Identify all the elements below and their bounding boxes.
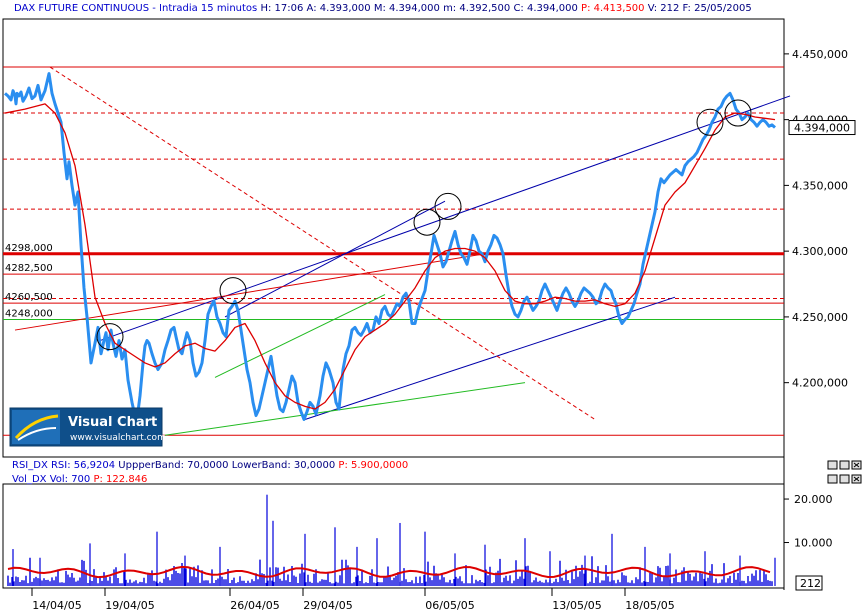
vol-field-0: Vol_DX Vol: 700	[12, 474, 90, 485]
maximize-icon[interactable]	[839, 474, 850, 484]
price-tick-label: 4.300,000	[792, 245, 848, 258]
visualchart-logo: Visual Chart www.visualchart.com	[9, 407, 166, 447]
price-line	[4, 72, 776, 421]
rsi-field-2: LowerBand: 30,0000	[229, 460, 336, 471]
logo-url: www.visualchart.com	[70, 433, 166, 443]
header-field-8: F: 25/05/2005	[679, 3, 751, 14]
date-tick-label: 19/04/05	[105, 599, 154, 611]
restore-icon[interactable]	[827, 460, 838, 470]
logo-title: Visual Chart	[68, 415, 157, 430]
inner-channel-line	[224, 200, 446, 318]
pattern-circles	[96, 99, 752, 351]
pattern-circle-1	[219, 277, 247, 305]
last-price-value: 4.394,000	[794, 122, 850, 135]
price-tick-label: 4.350,000	[792, 179, 848, 192]
header-field-7: V: 212	[645, 3, 680, 14]
green-support-line	[164, 382, 526, 436]
trendlines	[14, 66, 791, 436]
maximize-icon[interactable]	[839, 460, 850, 470]
price-axis: 4.200,0004.250,0004.300,0004.350,0004.40…	[784, 48, 848, 390]
rsi-field-1: UppperBand: 70,0000	[115, 460, 228, 471]
header-field-0: DAX FUTURE CONTINUOUS - Intradia 15 minu…	[14, 3, 257, 14]
last-volume-value: 212	[800, 577, 821, 590]
logo-swoosh-icon	[14, 414, 59, 440]
pattern-circle-5	[724, 99, 752, 127]
last-volume-tag: 212	[795, 575, 823, 591]
date-tick-label: 26/04/05	[230, 599, 279, 611]
price-tick-label: 4.250,000	[792, 311, 848, 324]
header-field-3: M: 4.394,000	[371, 3, 440, 14]
rsi-field-3: P: 5.900,0000	[335, 460, 408, 471]
volume-bars	[7, 556, 773, 586]
volume-series: 10.000 20.000	[7, 493, 833, 586]
level-label-2: 4260,500	[5, 292, 53, 303]
header-field-1: H: 17:06	[257, 3, 303, 14]
date-tick-label: 13/05/05	[552, 599, 601, 611]
price-pane	[2, 18, 785, 458]
price-tick-label: 4.450,000	[792, 48, 848, 61]
vol-field-1: P: 122.846	[90, 474, 147, 485]
level-label-3: 4248,000	[5, 309, 53, 320]
volume-tick-label: 20.000	[794, 493, 833, 506]
price-series	[4, 72, 776, 421]
level-labels: 4298,000 4282,500 4260,500 4248,000	[5, 243, 53, 320]
header-field-2: A: 4.393,000	[303, 3, 370, 14]
date-axis: 14/04/05 19/04/05 26/04/05 29/04/05 06/05/05…	[31, 588, 675, 611]
level-label-1: 4282,500	[5, 263, 53, 274]
level-label-0: 4298,000	[5, 243, 53, 254]
pattern-circle-0	[96, 323, 124, 351]
pattern-circle-3	[434, 192, 462, 220]
volume-tick-label: 10.000	[794, 537, 833, 550]
header-field-6: P: 4.413,500	[578, 3, 645, 14]
upper-channel-line	[99, 95, 791, 342]
pattern-circle-4	[696, 108, 724, 136]
horizontal-levels	[3, 66, 784, 436]
red-resistance-line	[14, 253, 486, 331]
header-field-4: m: 4.392,500	[440, 3, 510, 14]
date-tick-label: 06/05/05	[425, 599, 474, 611]
pattern-circle-2	[413, 208, 441, 236]
restore-icon[interactable]	[827, 474, 838, 484]
green-inner-line	[214, 294, 386, 378]
lower-channel-line	[304, 296, 676, 420]
volume-header: Vol_DX Vol: 700 P: 122.846	[12, 474, 147, 485]
volume-average-line	[7, 565, 771, 579]
date-tick-label: 29/04/05	[303, 599, 352, 611]
rsi-pane-controls[interactable]	[827, 460, 862, 470]
dashed-resistance-line	[49, 66, 596, 420]
volume-pane-controls[interactable]	[827, 474, 862, 484]
rsi-field-0: RSI_DX RSI: 56,9204	[12, 460, 115, 471]
header-field-5: C: 4.394,000	[510, 3, 578, 14]
MA-line	[4, 103, 776, 410]
chart-header: DAX FUTURE CONTINUOUS - Intradia 15 minu…	[14, 3, 752, 14]
last-price-tag: 4.394,000	[788, 120, 856, 136]
rsi-header: RSI_DX RSI: 56,9204 UppperBand: 70,0000 …	[12, 460, 408, 471]
date-tick-label: 18/05/05	[625, 599, 674, 611]
price-tick-label: 4.200,000	[792, 377, 848, 390]
date-tick-label: 14/04/05	[32, 599, 81, 611]
